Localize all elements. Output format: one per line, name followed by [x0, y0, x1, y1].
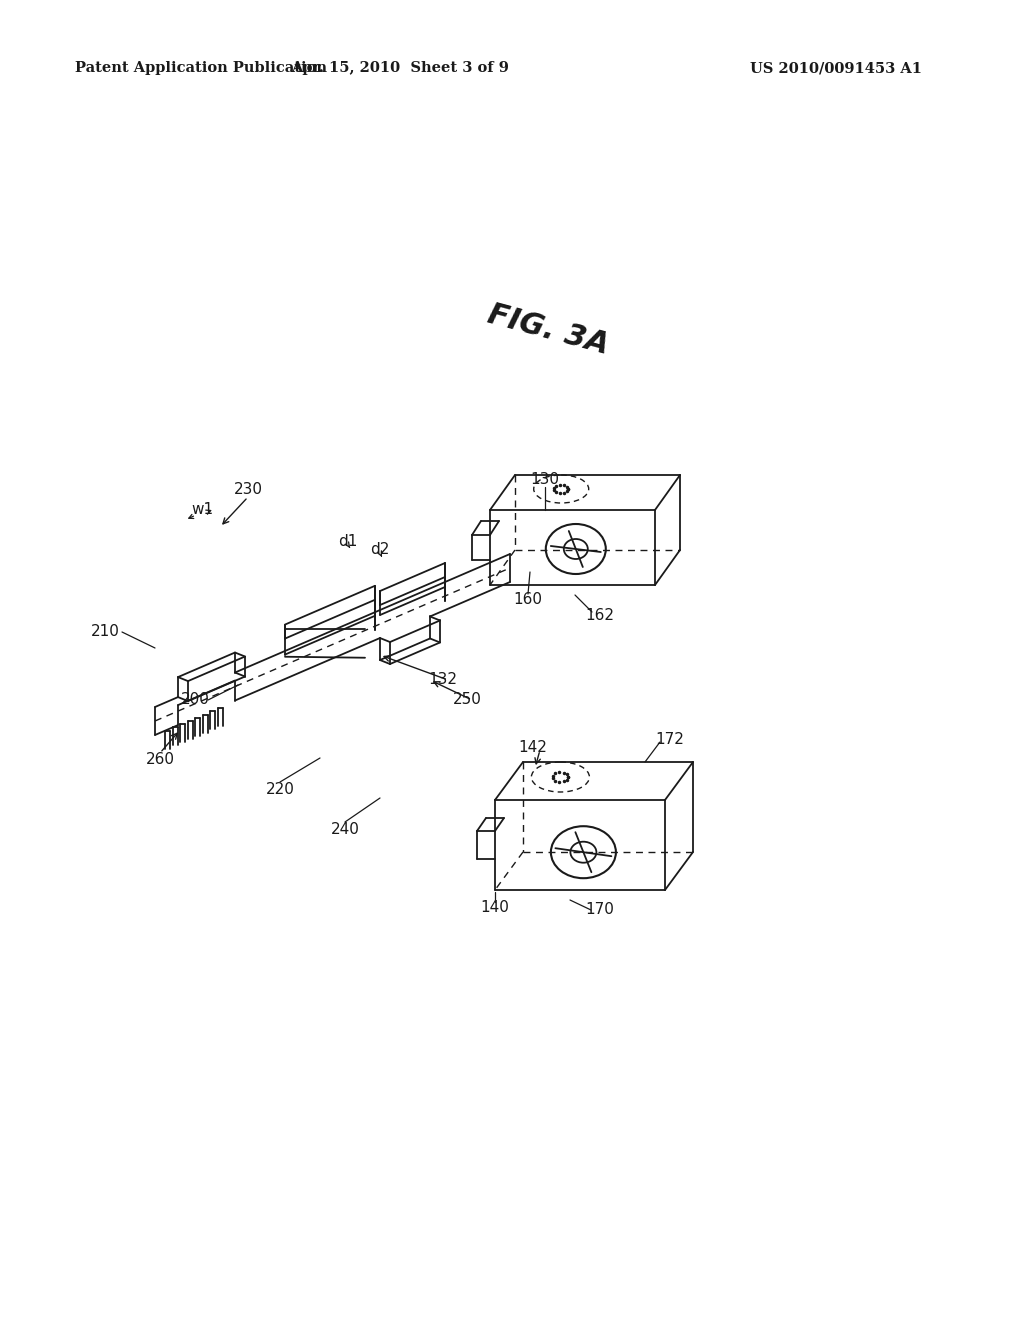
Text: 130: 130	[530, 473, 559, 487]
Text: 142: 142	[518, 741, 548, 755]
Text: 132: 132	[428, 672, 458, 688]
Text: d2: d2	[371, 543, 390, 557]
Text: 220: 220	[265, 783, 295, 797]
Text: d1: d1	[338, 535, 357, 549]
Text: 160: 160	[513, 593, 543, 607]
Text: 260: 260	[145, 752, 174, 767]
Text: Apr. 15, 2010  Sheet 3 of 9: Apr. 15, 2010 Sheet 3 of 9	[291, 61, 509, 75]
Text: 210: 210	[90, 624, 120, 639]
Text: Patent Application Publication: Patent Application Publication	[75, 61, 327, 75]
Text: 240: 240	[331, 822, 359, 837]
Text: 140: 140	[480, 900, 509, 916]
Text: 170: 170	[586, 903, 614, 917]
Text: 162: 162	[586, 607, 614, 623]
Text: 200: 200	[180, 693, 210, 708]
Text: 230: 230	[233, 483, 262, 498]
Text: FIG. 3A: FIG. 3A	[484, 300, 611, 360]
Text: 250: 250	[453, 693, 481, 708]
Text: US 2010/0091453 A1: US 2010/0091453 A1	[750, 61, 922, 75]
Text: w1: w1	[190, 503, 213, 517]
Text: 172: 172	[655, 733, 684, 747]
